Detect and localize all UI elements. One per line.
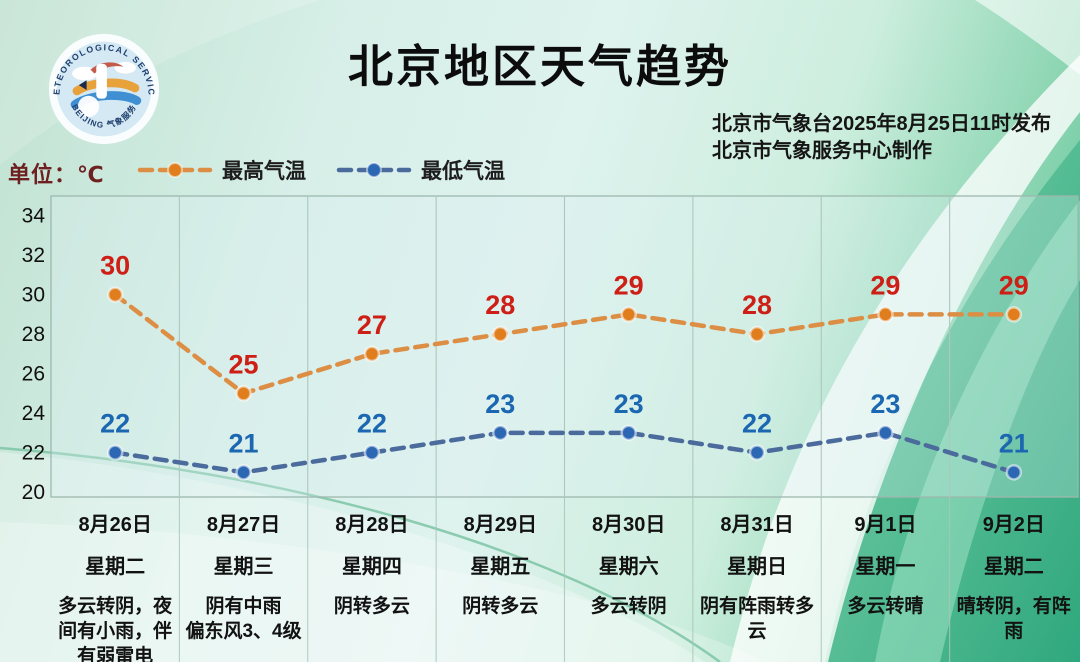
low-temp-value-label: 23 bbox=[870, 389, 900, 419]
low-temp-marker bbox=[748, 444, 766, 461]
low-temp-marker bbox=[1005, 464, 1023, 481]
swoosh-white-band bbox=[730, 55, 1080, 662]
low-temp-value-label: 22 bbox=[100, 409, 130, 439]
y-tick-label: 20 bbox=[22, 481, 45, 504]
high-temp-marker bbox=[877, 306, 894, 323]
low-temp-marker bbox=[235, 464, 252, 481]
legend-item-high-temp: 最高气温 bbox=[137, 155, 306, 185]
high-temp-marker bbox=[620, 306, 637, 323]
swoosh-white-lower-left bbox=[0, 452, 705, 662]
swoosh-top-right bbox=[975, 0, 1080, 75]
y-tick-label: 26 bbox=[22, 363, 45, 386]
logo-graphic: METEOROLOGICAL SERVICE BEIJING 气象服务 bbox=[42, 23, 160, 145]
legend-label-high-temp: 最高气温 bbox=[222, 160, 306, 183]
meteorological-service-logo: METEOROLOGICAL SERVICE BEIJING 气象服务 bbox=[42, 23, 162, 148]
swoosh-white-bottom bbox=[0, 522, 765, 662]
swoosh-corner-green bbox=[825, 140, 1080, 662]
y-tick-label: 24 bbox=[22, 402, 46, 425]
unit-label: 单位：℃ bbox=[8, 162, 105, 187]
page-title: 北京地区天气趋势 bbox=[347, 41, 732, 92]
high-temp-value-label: 25 bbox=[229, 349, 259, 379]
publish-line-1: 北京市气象台2025年8月25日11时发布 bbox=[712, 113, 1052, 135]
legend-item-low-temp: 最低气温 bbox=[336, 155, 505, 185]
high-temp-marker bbox=[1005, 306, 1023, 323]
low-temp-value-label: 22 bbox=[742, 409, 772, 439]
low-temp-value-label: 21 bbox=[229, 428, 259, 458]
y-tick-label: 32 bbox=[22, 244, 45, 267]
y-tick-label: 22 bbox=[22, 442, 45, 465]
high-temp-marker bbox=[492, 325, 509, 343]
high-temp-line-swatch bbox=[137, 162, 213, 178]
logo-bird bbox=[78, 80, 87, 90]
publish-info: 北京市气象台2025年8月25日11时发布 北京市气象服务中心制作 bbox=[712, 111, 1051, 165]
high-temp-marker bbox=[106, 286, 124, 303]
high-temp-value-label: 28 bbox=[742, 290, 772, 320]
low-temp-line-swatch bbox=[336, 162, 412, 178]
logo-ball bbox=[77, 95, 100, 118]
low-temp-marker bbox=[363, 444, 381, 461]
low-temp-value-label: 21 bbox=[999, 428, 1029, 458]
low-temp-line bbox=[112, 430, 1017, 475]
high-temp-marker bbox=[748, 325, 766, 343]
y-tick-label: 34 bbox=[22, 205, 46, 228]
publish-line-2: 北京市气象服务中心制作 bbox=[712, 140, 932, 162]
high-temp-value-label: 28 bbox=[485, 290, 515, 320]
low-temp-marker bbox=[620, 424, 637, 442]
low-temp-marker bbox=[492, 424, 509, 442]
logo-column bbox=[96, 63, 107, 99]
high-temp-value-label: 30 bbox=[100, 251, 130, 281]
swoosh-light-green-stripe bbox=[875, 200, 1080, 662]
high-temp-marker bbox=[235, 385, 252, 402]
high-temp-line bbox=[112, 292, 1017, 396]
low-temp-marker bbox=[106, 444, 124, 461]
chart-legend: 最高气温 最低气温 bbox=[137, 155, 505, 185]
high-temp-value-label: 29 bbox=[999, 270, 1029, 300]
high-temp-value-label: 27 bbox=[357, 310, 387, 340]
legend-label-low-temp: 最低气温 bbox=[421, 160, 505, 183]
low-temp-value-label: 22 bbox=[357, 409, 387, 439]
y-tick-label: 28 bbox=[22, 323, 45, 346]
y-tick-label: 30 bbox=[22, 284, 45, 307]
low-temp-marker bbox=[877, 424, 894, 442]
high-temp-value-label: 29 bbox=[614, 270, 644, 300]
high-temp-value-label: 29 bbox=[870, 270, 900, 300]
high-temp-marker bbox=[363, 345, 381, 363]
low-temp-value-label: 23 bbox=[485, 389, 515, 419]
swoosh-green-line bbox=[0, 446, 721, 662]
low-temp-value-label: 23 bbox=[614, 389, 644, 419]
